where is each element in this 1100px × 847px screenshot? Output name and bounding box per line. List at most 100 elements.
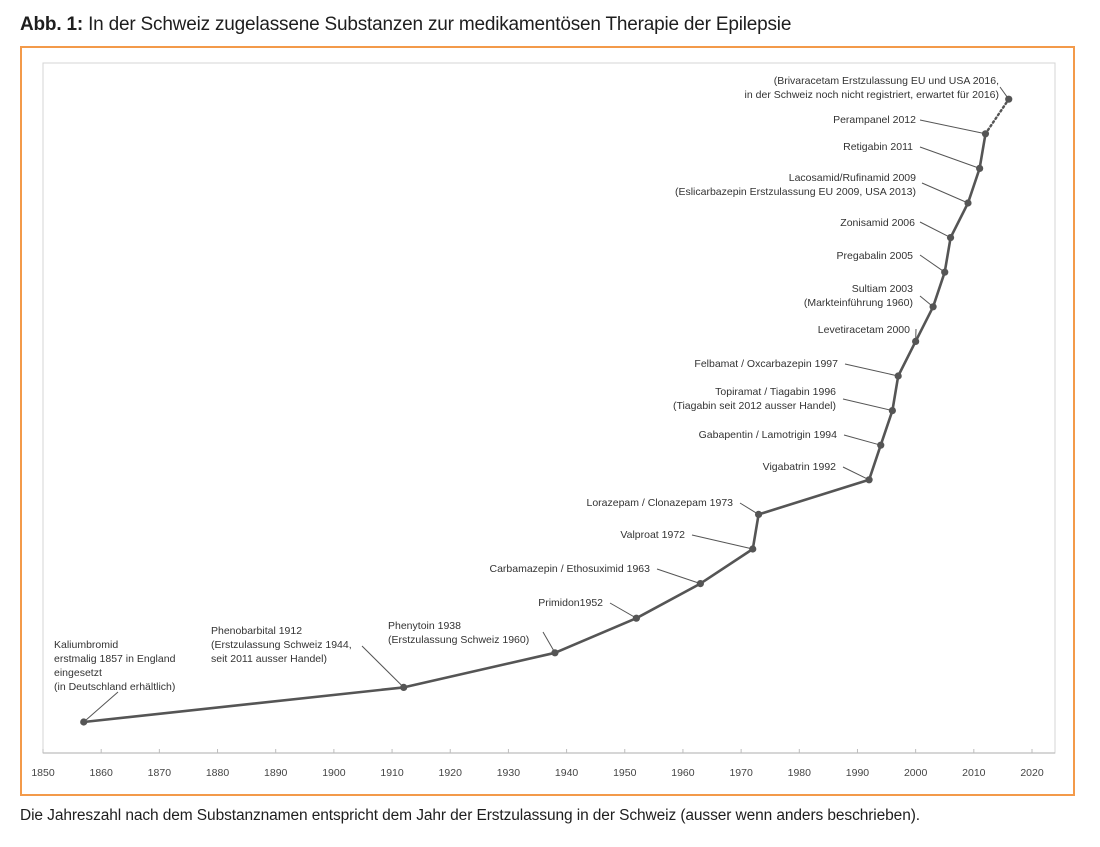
- x-tick-label: 1910: [380, 767, 404, 779]
- data-point-label-line: Lacosamid/Rufinamid 2009: [789, 172, 916, 184]
- data-point-label-line: Lorazepam / Clonazepam 1973: [586, 497, 733, 509]
- data-point-marker: [929, 303, 937, 311]
- data-point-label-line: Zonisamid 2006: [840, 217, 915, 229]
- data-point-label-line: Phenytoin 1938: [388, 620, 461, 632]
- x-tick-label: 1870: [148, 767, 172, 779]
- data-point-marker: [946, 234, 955, 242]
- data-point-marker: [749, 545, 757, 553]
- data-point-label-line: (Brivaracetam Erstzulassung EU und USA 2…: [774, 75, 999, 87]
- data-point-marker: [877, 441, 885, 449]
- x-tick-label: 1880: [206, 767, 230, 779]
- x-tick-label: 1980: [788, 767, 812, 779]
- x-tick-label: 1940: [555, 767, 579, 779]
- data-point-label-line: in der Schweiz noch nicht registriert, e…: [745, 89, 999, 101]
- data-point-marker: [551, 649, 559, 657]
- label-leader-line: [739, 502, 759, 515]
- data-point-label: Retigabin 2011: [843, 141, 913, 153]
- label-leader-line: [919, 221, 951, 239]
- data-point-marker: [894, 372, 902, 380]
- data-point-marker: [964, 199, 972, 207]
- data-point-label-line: (Erstzulassung Schweiz 1960): [388, 634, 529, 646]
- data-point-label: Lorazepam / Clonazepam 1973: [586, 497, 733, 509]
- label-leader-line: [919, 146, 980, 169]
- label-leader-line: [843, 434, 881, 446]
- data-point-marker: [976, 164, 984, 172]
- data-point-label: Felbamat / Oxcarbazepin 1997: [694, 358, 838, 370]
- data-point-label: Gabapentin / Lamotrigin 1994: [699, 429, 838, 441]
- data-point-marker: [632, 614, 641, 622]
- x-tick-label: 1890: [264, 767, 288, 779]
- data-point-label-line: eingesetzt: [54, 667, 102, 679]
- data-point-label: (Brivaracetam Erstzulassung EU und USA 2…: [745, 75, 999, 101]
- data-point-label: Levetiracetam 2000: [818, 324, 910, 336]
- data-point-marker: [754, 510, 763, 518]
- x-tick-label: 1930: [497, 767, 521, 779]
- data-point-label-line: Perampanel 2012: [833, 114, 916, 126]
- label-leader-line: [921, 182, 969, 204]
- label-leader-line: [691, 534, 753, 550]
- data-point-label-line: Retigabin 2011: [843, 141, 913, 153]
- x-tick-label: 1990: [846, 767, 870, 779]
- data-point-label-line: seit 2011 ausser Handel): [211, 653, 327, 665]
- data-point-label-line: Carbamazepin / Ethosuximid 1963: [489, 563, 650, 575]
- data-point-label-line: Kaliumbromid: [54, 639, 118, 651]
- plot-area-border: [42, 62, 1056, 754]
- figure-caption: Die Jahreszahl nach dem Substanznamen en…: [20, 807, 920, 824]
- x-tick-label: 1860: [89, 767, 113, 779]
- data-point-label-line: (Eslicarbazepin Erstzulassung EU 2009, U…: [675, 186, 916, 198]
- figure-title-prefix: Abb. 1:: [20, 14, 83, 35]
- data-point-label: Topiramat / Tiagabin 1996 (Tiagabin seit …: [673, 386, 836, 412]
- x-tick-label: 2000: [904, 767, 928, 779]
- x-tick-label: 2010: [962, 767, 986, 779]
- data-point-marker: [981, 130, 990, 138]
- label-leader-line: [609, 602, 637, 619]
- data-point-label-line: (Markteinführung 1960): [804, 297, 913, 309]
- data-point-marker: [865, 476, 873, 484]
- figure-frame: [20, 46, 1075, 796]
- data-point-label: Primidon1952: [538, 597, 603, 609]
- x-tick-label: 1960: [671, 767, 695, 779]
- figure-title-text: In der Schweiz zugelassene Substanzen zu…: [83, 14, 792, 35]
- x-tick-label: 1900: [322, 767, 346, 779]
- data-point-label-line: erstmalig 1857 in England: [54, 653, 176, 665]
- label-leader-line: [919, 254, 946, 273]
- data-point-label-line: Gabapentin / Lamotrigin 1994: [699, 429, 838, 441]
- data-point-label-line: Phenobarbital 1912: [211, 625, 302, 637]
- label-leader-line: [542, 631, 556, 654]
- label-leader-line: [361, 645, 405, 688]
- label-leader-line: [844, 363, 899, 377]
- label-leader-line: [842, 398, 893, 412]
- data-point-label-line: Sultiam 2003: [852, 283, 913, 295]
- timeline-series-line: [83, 133, 987, 724]
- data-point-label-line: Pregabalin 2005: [837, 250, 914, 262]
- data-point-label-line: (Erstzulassung Schweiz 1944,: [211, 639, 352, 651]
- data-point-label: Valproat 1972: [620, 529, 685, 541]
- data-point-label-line: Vigabatrin 1992: [763, 461, 837, 473]
- label-leader-line: [83, 691, 119, 723]
- data-point-label-line: Valproat 1972: [620, 529, 685, 541]
- data-point-label: Carbamazepin / Ethosuximid 1963: [489, 563, 650, 575]
- data-point-label-line: Topiramat / Tiagabin 1996: [715, 386, 836, 398]
- x-tick-label: 1850: [31, 767, 55, 779]
- projected-series-line: [984, 97, 1010, 136]
- x-tick-label: 1920: [439, 767, 463, 779]
- data-point-label: Zonisamid 2006: [840, 217, 915, 229]
- data-point-label: Lacosamid/Rufinamid 2009 (Eslicarbazepin …: [675, 172, 916, 198]
- data-point-label: Perampanel 2012: [833, 114, 916, 126]
- label-leader-line: [842, 466, 870, 481]
- data-point-label-line: Levetiracetam 2000: [818, 324, 910, 336]
- data-point-marker: [400, 683, 408, 692]
- x-tick-label: 2020: [1020, 767, 1044, 779]
- data-point-label: Sultiam 2003 (Markteinführung 1960): [804, 283, 913, 309]
- data-point-marker: [80, 718, 88, 726]
- label-leader-line: [656, 568, 701, 585]
- data-point-marker: [696, 580, 704, 588]
- data-point-label: Phenytoin 1938 (Erstzulassung Schweiz 196…: [388, 620, 529, 646]
- data-point-marker: [912, 337, 920, 345]
- x-tick-label: 1950: [613, 767, 637, 779]
- data-point-label: Phenobarbital 1912 (Erstzulassung Schweiz…: [211, 625, 352, 665]
- data-point-label-line: Felbamat / Oxcarbazepin 1997: [694, 358, 838, 370]
- data-point-label-line: (in Deutschland erhältlich): [54, 681, 175, 693]
- data-point-label: Kaliumbromid erstmalig 1857 in England ein…: [54, 639, 176, 693]
- data-point-marker: [888, 407, 896, 415]
